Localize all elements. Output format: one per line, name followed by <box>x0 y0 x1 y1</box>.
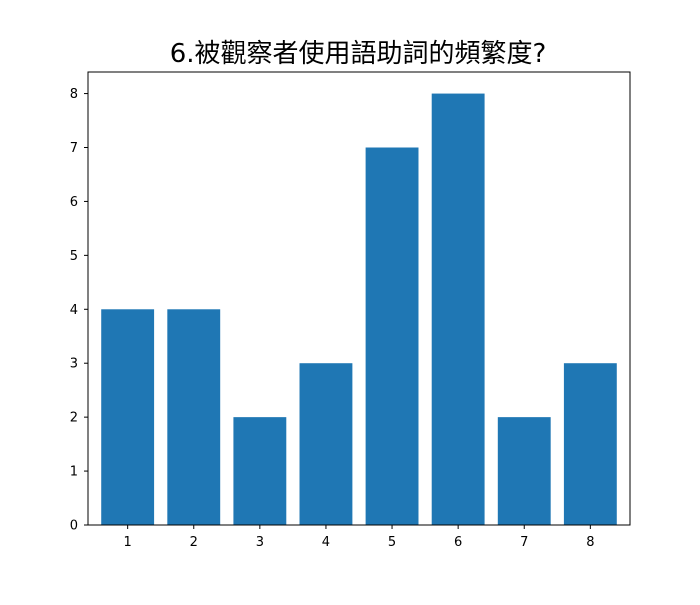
plot-frame <box>87 71 631 526</box>
x-tick-label: 7 <box>520 535 528 550</box>
bars-layer <box>101 93 617 526</box>
bar-5 <box>365 147 419 525</box>
y-tick-label: 4 <box>70 303 78 318</box>
chart-title: 6.被觀察者使用語助詞的頻繁度? <box>170 39 547 69</box>
bar-1 <box>101 309 155 525</box>
y-tick-label: 6 <box>70 195 78 210</box>
bar-7 <box>497 417 551 525</box>
y-tick-label: 3 <box>70 357 78 372</box>
bar-2 <box>167 309 221 525</box>
y-tick-label: 8 <box>70 87 78 102</box>
axes-layer: 1 2 3 4 5 6 7 8 0 1 2 3 4 5 6 7 8 <box>70 71 631 550</box>
x-tick-label: 1 <box>124 535 132 550</box>
x-tick-label: 5 <box>388 535 396 550</box>
bar-4 <box>299 363 353 525</box>
y-tick-label: 0 <box>70 519 78 534</box>
bar-6 <box>431 93 485 526</box>
bar-3 <box>233 417 287 525</box>
x-tick-label: 6 <box>454 535 462 550</box>
y-tick-label: 5 <box>70 249 78 264</box>
y-tick-label: 2 <box>70 411 78 426</box>
bar-8 <box>563 363 617 525</box>
x-tick-label: 8 <box>586 535 594 550</box>
y-tick-label: 1 <box>70 465 78 480</box>
x-tick-label: 4 <box>322 535 330 550</box>
x-tick-label: 3 <box>256 535 264 550</box>
y-tick-label: 7 <box>70 141 78 156</box>
x-tick-label: 2 <box>190 535 198 550</box>
